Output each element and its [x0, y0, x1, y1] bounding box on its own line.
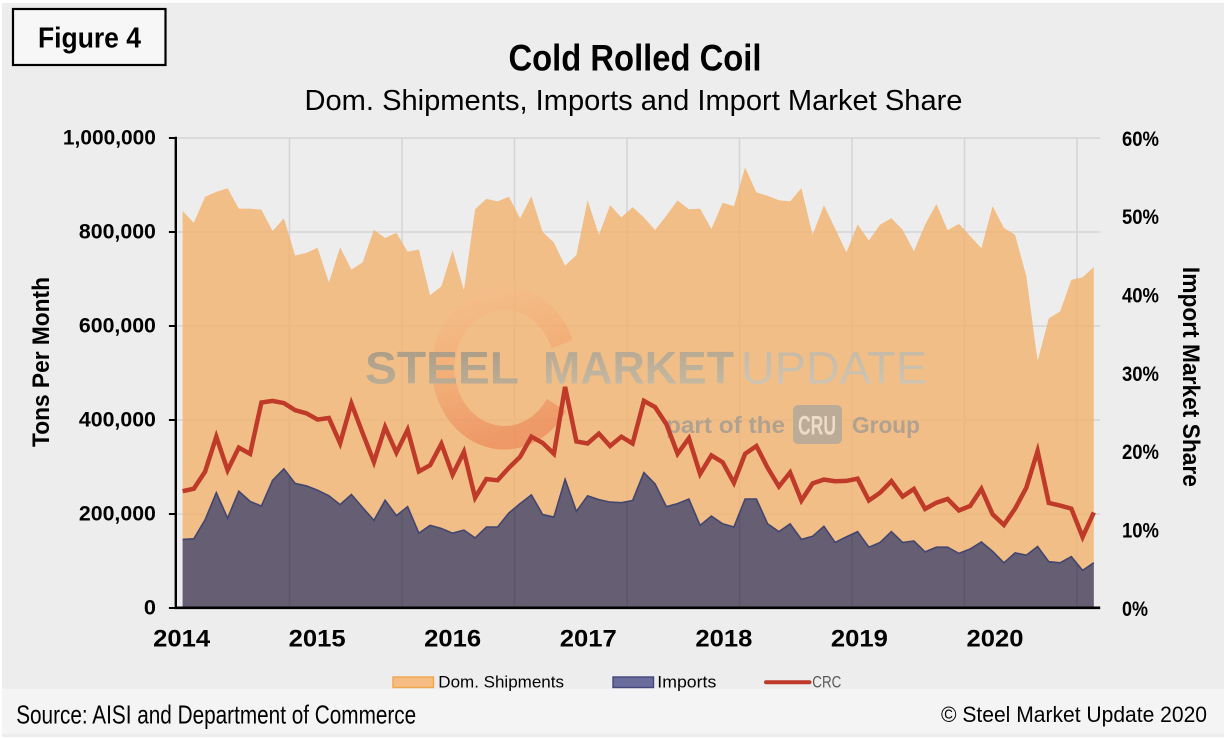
svg-text:UPDATE: UPDATE: [741, 343, 927, 394]
svg-text:STEEL: STEEL: [365, 343, 519, 394]
svg-text:60%: 60%: [1122, 126, 1159, 151]
svg-text:0: 0: [144, 595, 156, 620]
svg-text:Tons Per Month: Tons Per Month: [28, 277, 55, 447]
svg-text:CRC: CRC: [812, 673, 841, 692]
svg-text:Dom. Shipments, Imports and Im: Dom. Shipments, Imports and Import Marke…: [305, 85, 963, 117]
svg-text:20%: 20%: [1122, 439, 1159, 464]
svg-text:MARKET: MARKET: [543, 343, 734, 394]
svg-text:200,000: 200,000: [79, 501, 156, 526]
svg-text:0%: 0%: [1122, 596, 1148, 621]
svg-text:40%: 40%: [1122, 283, 1159, 308]
svg-text:part of the: part of the: [666, 412, 785, 438]
svg-text:Cold Rolled Coil: Cold Rolled Coil: [509, 38, 762, 79]
svg-text:2018: 2018: [695, 626, 752, 653]
svg-text:50%: 50%: [1122, 204, 1159, 229]
svg-text:600,000: 600,000: [79, 313, 156, 338]
svg-text:Dom. Shipments: Dom. Shipments: [438, 673, 564, 692]
svg-text:400,000: 400,000: [79, 407, 156, 432]
svg-text:Imports: Imports: [657, 673, 716, 692]
svg-text:Import Market Share: Import Market Share: [1177, 267, 1204, 487]
svg-text:Source: AISI and Department of: Source: AISI and Department of Commerce: [16, 700, 416, 730]
svg-text:2017: 2017: [560, 626, 617, 653]
svg-text:Group: Group: [852, 412, 920, 438]
svg-text:2019: 2019: [831, 626, 888, 653]
svg-text:30%: 30%: [1122, 361, 1159, 386]
svg-text:© Steel Market Update 2020: © Steel Market Update 2020: [941, 702, 1207, 727]
svg-text:2020: 2020: [967, 626, 1024, 653]
svg-text:2016: 2016: [424, 626, 481, 653]
svg-text:2014: 2014: [153, 626, 210, 653]
svg-text:Figure 4: Figure 4: [38, 22, 141, 54]
svg-text:800,000: 800,000: [79, 219, 156, 244]
svg-text:CRU: CRU: [798, 411, 836, 441]
svg-text:1,000,000: 1,000,000: [63, 125, 156, 150]
svg-text:10%: 10%: [1122, 518, 1159, 543]
svg-text:2015: 2015: [289, 626, 346, 653]
